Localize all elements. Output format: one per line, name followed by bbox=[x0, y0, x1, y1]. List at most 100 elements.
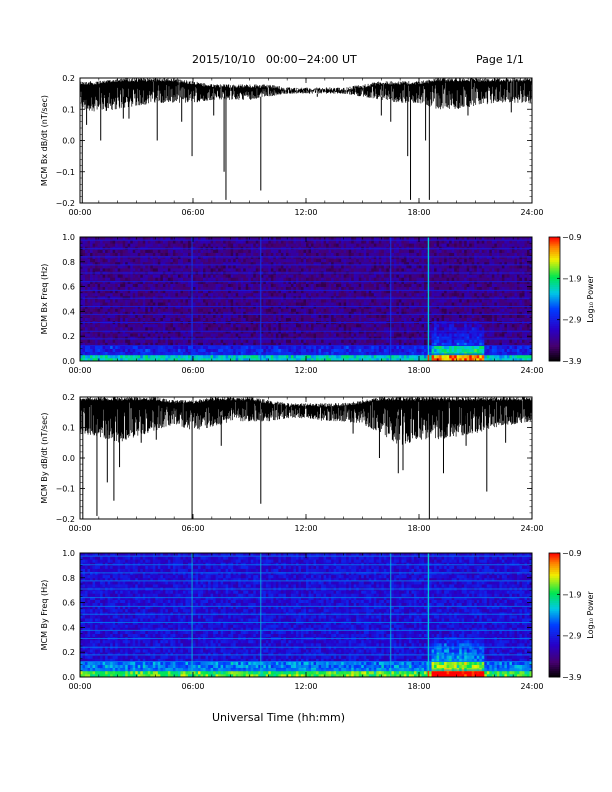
spectrogram-cell bbox=[201, 339, 204, 343]
spectrogram-cell bbox=[108, 284, 111, 288]
spectrogram-cell bbox=[256, 315, 259, 319]
spectrogram-cell bbox=[155, 339, 158, 343]
spectrogram-cell bbox=[301, 355, 304, 359]
spectrogram-cell bbox=[298, 296, 301, 300]
spectrogram-cell bbox=[266, 330, 269, 334]
spectrogram-cell bbox=[404, 308, 407, 312]
spectrogram-cell bbox=[263, 287, 266, 291]
spectrogram-cell bbox=[158, 299, 161, 303]
spectrogram-cell bbox=[130, 287, 133, 291]
spectrogram-cell bbox=[273, 333, 276, 337]
spectrogram-cell bbox=[100, 287, 103, 291]
spectrogram-cell bbox=[263, 296, 266, 300]
spectrogram-cell bbox=[374, 339, 377, 343]
spectrogram-cell bbox=[288, 302, 291, 306]
spectrogram-cell bbox=[243, 299, 246, 303]
spectrogram-cell bbox=[98, 315, 101, 319]
spectrogram-cell bbox=[303, 287, 306, 291]
spectrogram-cell bbox=[391, 318, 394, 322]
spectrogram-cell bbox=[160, 277, 163, 281]
spectrogram-cell bbox=[384, 280, 387, 284]
spectrogram-cell bbox=[429, 355, 432, 359]
spectrogram-cell bbox=[354, 284, 357, 288]
spectrogram-cell bbox=[422, 296, 425, 300]
spectrogram-cell bbox=[419, 284, 422, 288]
spectrogram-cell bbox=[271, 327, 274, 331]
spectrogram-cell bbox=[356, 280, 359, 284]
spectrogram-cell bbox=[316, 277, 319, 281]
spectrogram-cell bbox=[434, 339, 437, 343]
spectrogram-cell bbox=[439, 339, 442, 343]
spectrogram-cell bbox=[409, 280, 412, 284]
spectrogram-cell bbox=[283, 287, 286, 291]
spectrogram-cell bbox=[379, 302, 382, 306]
spectrogram-cell bbox=[228, 355, 231, 359]
spectrogram-cell bbox=[411, 324, 414, 328]
spectrogram-cell bbox=[514, 339, 517, 343]
spectrogram-cell bbox=[278, 330, 281, 334]
spectrogram-cell bbox=[371, 287, 374, 291]
spectrogram-cell bbox=[103, 318, 106, 322]
spectrogram-cell bbox=[293, 302, 296, 306]
spectrogram-cell bbox=[361, 299, 364, 303]
spectrogram-cell bbox=[185, 277, 188, 281]
spectrogram-cell bbox=[522, 330, 525, 334]
spectrogram-cell bbox=[298, 330, 301, 334]
spectrogram-cell bbox=[183, 284, 186, 288]
spectrogram-cell bbox=[459, 339, 462, 343]
spectrogram-cell bbox=[160, 346, 163, 350]
spectrogram-cell bbox=[90, 305, 93, 309]
spectrogram-cell bbox=[319, 330, 322, 334]
spectrogram-cell bbox=[477, 315, 480, 319]
spectrogram-cell bbox=[314, 296, 317, 300]
spectrogram-cell bbox=[507, 346, 510, 350]
spectrogram-cell bbox=[120, 349, 123, 353]
spectrogram-cell bbox=[482, 349, 485, 353]
spectrogram-cell bbox=[293, 280, 296, 284]
spectrogram-cell bbox=[439, 333, 442, 337]
spectrogram-cell bbox=[522, 284, 525, 288]
spectrogram-cell bbox=[196, 287, 199, 291]
spectrogram-cell bbox=[414, 302, 417, 306]
spectrogram-cell bbox=[90, 327, 93, 331]
spectrogram-cell bbox=[452, 277, 455, 281]
spectrogram-cell bbox=[108, 280, 111, 284]
spectrogram-cell bbox=[173, 346, 176, 350]
spectrogram-cell bbox=[499, 330, 502, 334]
spectrogram-cell bbox=[459, 305, 462, 309]
spectrogram-cell bbox=[341, 346, 344, 350]
spectrogram-cell bbox=[253, 293, 256, 297]
spectrogram-cell bbox=[98, 324, 101, 328]
spectrogram-cell bbox=[411, 302, 414, 306]
spectrogram-cell bbox=[125, 302, 128, 306]
spectrogram-cell bbox=[434, 293, 437, 297]
spectrogram-cell bbox=[391, 308, 394, 312]
spectrogram-cell bbox=[123, 302, 126, 306]
spectrogram-cell bbox=[324, 302, 327, 306]
spectrogram-cell bbox=[286, 333, 289, 337]
spectrogram-cell bbox=[454, 315, 457, 319]
spectrogram-cell bbox=[228, 349, 231, 353]
spectrogram-cell bbox=[364, 318, 367, 322]
spectrogram-cell bbox=[381, 299, 384, 303]
spectrogram-cell bbox=[416, 346, 419, 350]
spectrogram-cell bbox=[356, 330, 359, 334]
spectrogram-cell bbox=[494, 318, 497, 322]
spectrogram-cell bbox=[401, 284, 404, 288]
spectrogram-cell bbox=[422, 277, 425, 281]
spectrogram-cell bbox=[321, 293, 324, 297]
spectrogram-cell bbox=[223, 349, 226, 353]
spectrogram-cell bbox=[489, 355, 492, 359]
spectrogram-cell bbox=[379, 280, 382, 284]
spectrogram-cell bbox=[90, 330, 93, 334]
spectrogram-cell bbox=[208, 318, 211, 322]
spectrogram-cell bbox=[462, 308, 465, 312]
spectrogram-cell bbox=[509, 355, 512, 359]
spectrogram-cell bbox=[341, 318, 344, 322]
spectrogram-cell bbox=[499, 305, 502, 309]
spectrogram-cell bbox=[319, 315, 322, 319]
spectrogram-cell bbox=[344, 330, 347, 334]
spectrogram-cell bbox=[474, 305, 477, 309]
spectrogram-cell bbox=[512, 318, 515, 322]
spectrogram-cell bbox=[208, 305, 211, 309]
